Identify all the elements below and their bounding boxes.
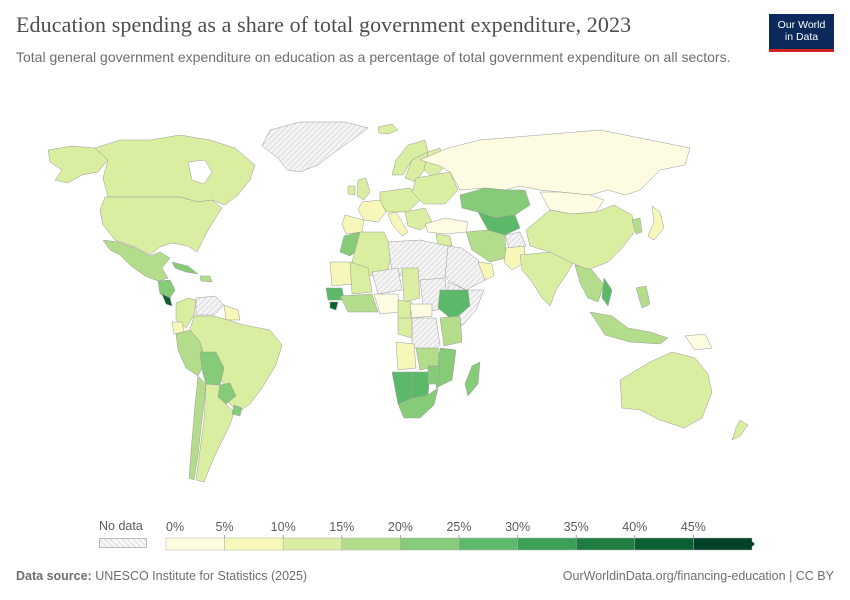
legend-bin-8[interactable]	[634, 537, 694, 551]
region-mozambique[interactable]	[435, 347, 457, 389]
region-korea[interactable]	[631, 217, 643, 235]
region-car[interactable]	[409, 303, 433, 319]
region-philippines[interactable]	[635, 285, 651, 309]
legend-bin-3[interactable]	[341, 537, 401, 551]
legend-bin-2[interactable]	[282, 537, 343, 551]
region-iberia[interactable]	[341, 214, 365, 235]
color-legend: 0% 5% 10% 15% 20% 25% 30% 35% 40% 45%	[165, 520, 755, 551]
legend-bin-9[interactable]	[693, 537, 753, 551]
legend-tick-6: 30%	[505, 520, 530, 534]
footer-link[interactable]: OurWorldinData.org/financing-education |…	[562, 569, 834, 583]
region-cameroon[interactable]	[397, 299, 413, 321]
region-iceland[interactable]	[377, 123, 399, 135]
region-cuba[interactable]	[171, 261, 199, 275]
logo-line-1: Our World	[777, 19, 826, 31]
region-mainland-sea[interactable]	[574, 264, 605, 303]
region-guianas[interactable]	[223, 304, 241, 321]
chart-subtitle: Total general government expenditure on …	[16, 49, 731, 65]
region-new-zealand[interactable]	[731, 419, 749, 441]
legend-bin-0[interactable]	[165, 537, 225, 551]
legend-tick-1: 5%	[216, 520, 234, 534]
region-congo-gabon[interactable]	[397, 317, 413, 339]
region-indonesia[interactable]	[589, 311, 669, 345]
world-map[interactable]	[0, 105, 850, 515]
region-levant[interactable]	[435, 233, 453, 247]
region-uk[interactable]	[356, 177, 371, 201]
region-central-america[interactable]	[157, 279, 176, 299]
region-madagascar[interactable]	[464, 361, 481, 397]
region-kazakhstan[interactable]	[459, 187, 531, 219]
region-south-africa[interactable]	[397, 387, 439, 419]
region-gulf-guinea[interactable]	[339, 293, 379, 313]
region-costa-rica[interactable]	[161, 293, 173, 307]
legend-no-data-label: No data	[99, 519, 143, 533]
region-russia[interactable]	[419, 129, 691, 196]
region-argentina[interactable]	[195, 383, 235, 483]
legend-tick-2: 10%	[271, 520, 296, 534]
data-source-text: UNESCO Institute for Statistics (2025)	[95, 569, 308, 583]
legend-arrow	[748, 538, 755, 550]
region-oman[interactable]	[477, 261, 495, 281]
chart-title: Education spending as a share of total g…	[16, 12, 632, 37]
legend-bin-1[interactable]	[224, 537, 284, 551]
region-mexico[interactable]	[102, 239, 171, 282]
region-east-africa[interactable]	[439, 315, 463, 347]
legend-no-data-swatch[interactable]	[99, 538, 147, 548]
legend-tick-9: 45%	[681, 520, 706, 534]
legend-tick-7: 35%	[564, 520, 589, 534]
legend-bin-6[interactable]	[517, 537, 577, 551]
region-usa[interactable]	[99, 196, 223, 256]
legend-tick-5: 25%	[446, 520, 471, 534]
region-chile[interactable]	[188, 375, 207, 481]
region-venezuela[interactable]	[195, 295, 225, 316]
legend-tick-0: 0%	[166, 520, 184, 534]
region-pakistan[interactable]	[503, 245, 527, 271]
region-ireland[interactable]	[347, 185, 356, 196]
region-japan[interactable]	[647, 205, 665, 241]
logo-line-2: in Data	[784, 31, 819, 43]
region-italy[interactable]	[387, 211, 409, 237]
region-mali[interactable]	[349, 261, 373, 295]
region-china[interactable]	[525, 204, 637, 271]
data-source: Data source: UNESCO Institute for Statis…	[16, 569, 307, 583]
region-chad[interactable]	[401, 267, 421, 303]
region-mauritania[interactable]	[329, 261, 353, 287]
region-canada[interactable]	[94, 134, 256, 206]
region-colombia[interactable]	[175, 297, 197, 329]
region-angola[interactable]	[395, 341, 417, 371]
region-hispaniola[interactable]	[199, 275, 213, 283]
region-australia[interactable]	[619, 351, 713, 429]
legend-bin-5[interactable]	[458, 537, 518, 551]
region-somalia[interactable]	[457, 289, 485, 327]
region-vietnam[interactable]	[601, 277, 613, 307]
legend-bin-4[interactable]	[400, 537, 460, 551]
region-niger[interactable]	[371, 267, 403, 295]
region-botswana[interactable]	[411, 371, 431, 399]
legend-tick-8: 40%	[622, 520, 647, 534]
data-source-label: Data source:	[16, 569, 92, 583]
legend-bin-7[interactable]	[575, 537, 636, 551]
region-sierra-leone[interactable]	[329, 301, 339, 311]
region-zimbabwe[interactable]	[427, 365, 441, 385]
region-greenland[interactable]	[261, 121, 369, 173]
region-alaska[interactable]	[47, 145, 109, 184]
legend-tick-3: 15%	[329, 520, 354, 534]
region-png[interactable]	[684, 333, 713, 351]
region-uruguay[interactable]	[231, 404, 243, 417]
region-norway[interactable]	[391, 139, 429, 176]
owid-logo[interactable]: Our World in Data	[769, 14, 834, 52]
legend-tick-4: 20%	[388, 520, 413, 534]
